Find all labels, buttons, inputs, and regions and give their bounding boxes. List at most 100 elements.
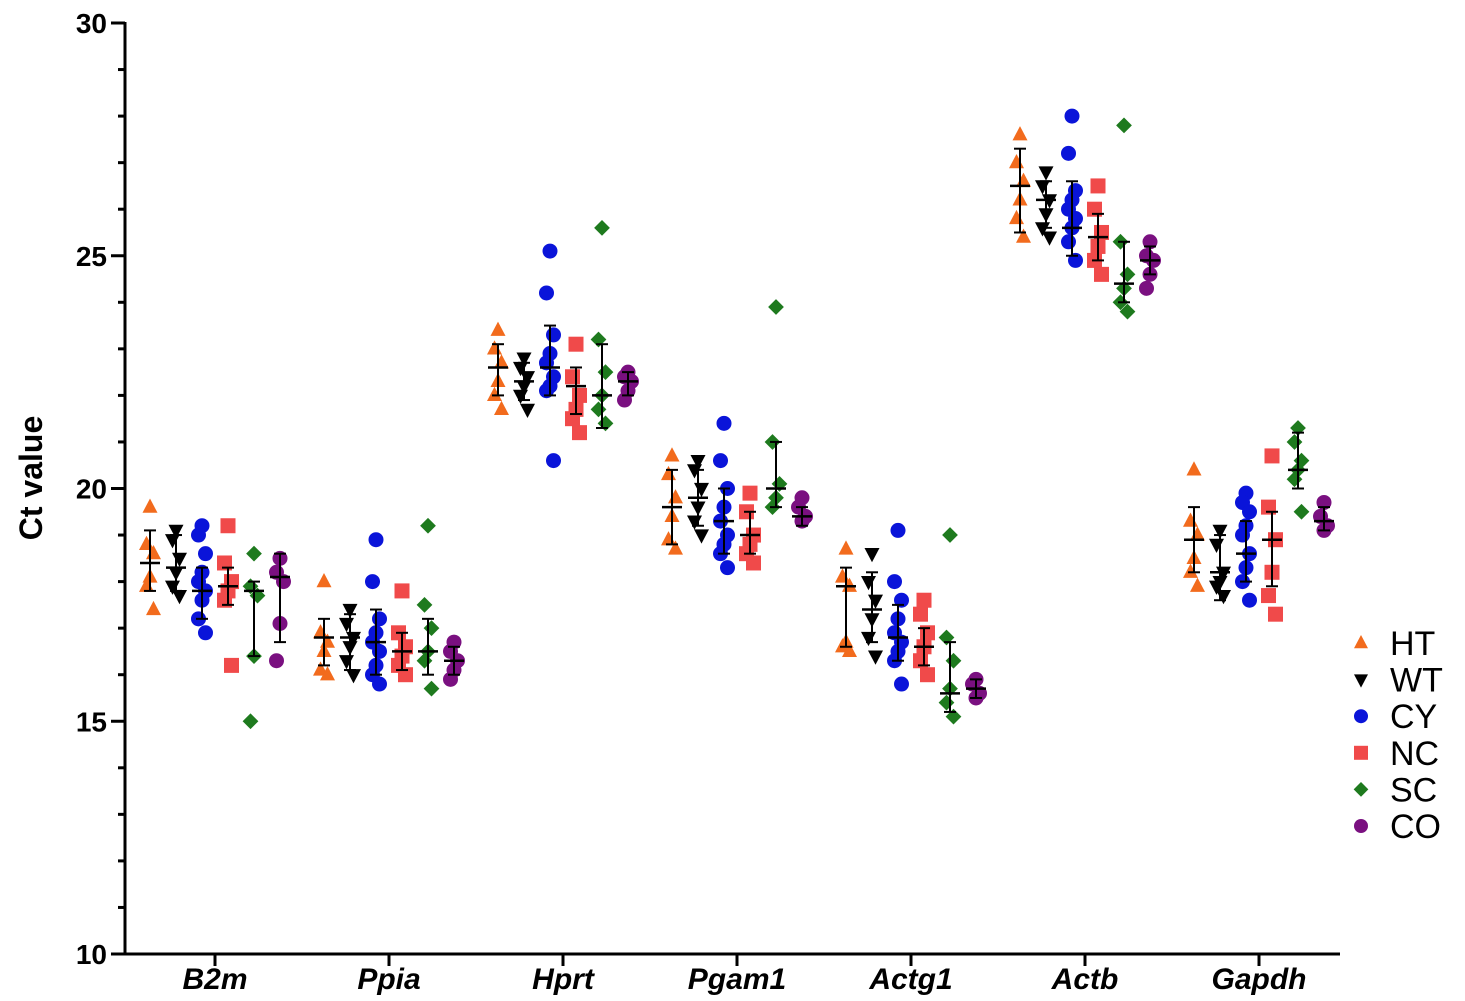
data-point-nc bbox=[913, 606, 928, 622]
data-point-ht bbox=[1183, 563, 1198, 578]
legend-label-cy: CY bbox=[1390, 698, 1437, 736]
data-point-ht bbox=[139, 535, 154, 550]
data-point-ht bbox=[1186, 461, 1202, 476]
data-point-sc bbox=[1119, 303, 1136, 320]
data-point-nc bbox=[1094, 266, 1109, 282]
data-point-ht bbox=[490, 321, 506, 336]
data-point-wt bbox=[520, 403, 535, 418]
legend-label-sc: SC bbox=[1390, 771, 1437, 809]
data-point-wt bbox=[516, 352, 532, 367]
legend-label-ht: HT bbox=[1390, 625, 1435, 663]
error-bar-sc bbox=[244, 580, 264, 658]
data-point-sc bbox=[942, 527, 958, 543]
data-point-sc bbox=[768, 299, 784, 315]
error-bar-co bbox=[792, 506, 812, 527]
error-bar-ht bbox=[1010, 147, 1030, 234]
x-tick-label: Actg1 bbox=[868, 963, 952, 996]
data-point-nc bbox=[1268, 606, 1283, 622]
data-point-ht bbox=[142, 498, 158, 513]
error-bar-ht bbox=[314, 617, 334, 667]
x-tick-label: B2m bbox=[182, 963, 247, 996]
data-point-cy bbox=[546, 453, 561, 469]
data-point-sc bbox=[594, 219, 610, 236]
error-bar-cy bbox=[714, 487, 734, 555]
error-bar-ht bbox=[836, 566, 856, 648]
x-tick-label: Actb bbox=[1051, 963, 1119, 996]
data-point-ht bbox=[664, 447, 680, 462]
data-point-nc bbox=[568, 336, 584, 352]
x-tick-label: Gapdh bbox=[1212, 963, 1307, 996]
error-bar-wt bbox=[340, 613, 360, 672]
data-point-wt bbox=[513, 389, 528, 405]
data-point-ht bbox=[668, 489, 683, 504]
data-point-ht bbox=[316, 572, 332, 588]
data-point-cy bbox=[368, 532, 384, 548]
y-axis-title: Ct value bbox=[13, 416, 49, 540]
error-bar-wt bbox=[166, 534, 186, 592]
data-point-nc bbox=[742, 485, 758, 501]
data-point-nc bbox=[1264, 448, 1280, 464]
data-point-wt bbox=[687, 515, 702, 530]
data-point-cy bbox=[894, 676, 909, 692]
data-point-nc bbox=[565, 369, 580, 385]
error-bar-co bbox=[966, 678, 986, 699]
data-point-ht bbox=[487, 340, 502, 355]
data-point-wt bbox=[1212, 524, 1228, 540]
data-point-cy bbox=[1235, 527, 1250, 543]
data-point-wt bbox=[1035, 180, 1050, 195]
error-bar-wt bbox=[1210, 534, 1230, 602]
data-point-cy bbox=[716, 415, 732, 431]
data-point-ht bbox=[1183, 512, 1198, 527]
data-point-nc bbox=[224, 657, 239, 673]
data-point-cy bbox=[365, 574, 380, 590]
data-point-wt bbox=[687, 464, 702, 479]
data-point-cy bbox=[542, 243, 558, 259]
data-point-ht bbox=[1009, 154, 1024, 169]
data-point-ht bbox=[842, 642, 857, 658]
data-point-cy bbox=[720, 560, 735, 576]
data-point-nc bbox=[920, 667, 935, 683]
data-points bbox=[139, 108, 1335, 730]
data-point-wt bbox=[1209, 538, 1224, 553]
y-tick-label: 10 bbox=[76, 939, 107, 970]
y-tick-label: 30 bbox=[76, 8, 107, 39]
x-tick-label: Hprt bbox=[532, 963, 596, 996]
data-point-cy bbox=[372, 676, 387, 692]
data-point-sc bbox=[590, 401, 607, 418]
error-bar-wt bbox=[862, 571, 882, 644]
data-point-cy bbox=[713, 453, 728, 469]
error-bar-sc bbox=[418, 617, 438, 676]
legend-marker-sc bbox=[1353, 782, 1369, 797]
data-point-wt bbox=[694, 482, 709, 498]
data-point-ht bbox=[146, 600, 161, 616]
data-point-wt bbox=[339, 655, 354, 670]
legend-label-co: CO bbox=[1390, 808, 1441, 846]
error-bar-sc bbox=[1288, 431, 1308, 490]
data-point-cy bbox=[198, 625, 213, 641]
data-point-sc bbox=[938, 694, 955, 711]
data-point-ht bbox=[1009, 209, 1024, 225]
data-point-ht bbox=[313, 661, 328, 676]
data-point-ht bbox=[487, 386, 502, 402]
data-point-cy bbox=[372, 643, 387, 659]
data-point-wt bbox=[1216, 589, 1231, 605]
error-bar-cy bbox=[192, 566, 212, 620]
error-bar-ht bbox=[1184, 506, 1204, 574]
data-point-nc bbox=[220, 518, 236, 534]
data-point-ht bbox=[1016, 228, 1031, 243]
error-bar-cy bbox=[1236, 520, 1256, 583]
data-point-wt bbox=[690, 454, 706, 470]
data-point-ht bbox=[668, 540, 683, 555]
data-point-cy bbox=[372, 611, 387, 627]
data-point-sc bbox=[423, 680, 440, 697]
legend-marker-cy bbox=[1354, 709, 1368, 724]
error-bar-ht bbox=[662, 468, 682, 546]
error-bar-co bbox=[1314, 506, 1334, 532]
data-point-nc bbox=[572, 387, 587, 403]
data-point-nc bbox=[572, 425, 587, 441]
data-point-cy bbox=[546, 327, 561, 343]
error-bar-sc bbox=[1114, 240, 1134, 304]
error-bar-co bbox=[618, 371, 638, 397]
